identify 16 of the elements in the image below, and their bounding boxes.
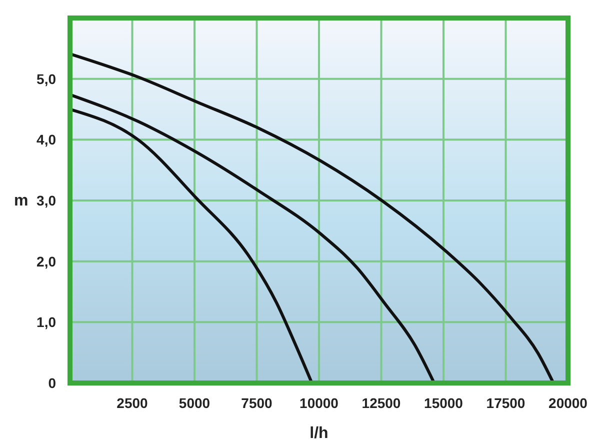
x-tick-label: 2500 xyxy=(116,395,148,411)
y-axis-title: m xyxy=(14,192,28,210)
x-tick-label: 15000 xyxy=(424,395,464,411)
x-tick-label: 20000 xyxy=(548,395,588,411)
y-tick-label: 3,0 xyxy=(36,192,56,208)
y-tick-label: 5,0 xyxy=(36,70,56,87)
x-tick-label: 7500 xyxy=(241,395,273,411)
x-tick-label: 5000 xyxy=(178,395,210,411)
y-tick-label: 4,0 xyxy=(36,132,56,148)
y-tick-label: 0 xyxy=(48,375,56,391)
y-tick-label: 2,0 xyxy=(36,253,56,270)
y-tick-label: 1,0 xyxy=(36,314,56,330)
x-tick-label: 17500 xyxy=(486,395,526,411)
x-tick-label: 10000 xyxy=(300,395,339,411)
x-tick-label: 12500 xyxy=(362,395,401,411)
x-axis-title: l/h xyxy=(310,425,328,442)
